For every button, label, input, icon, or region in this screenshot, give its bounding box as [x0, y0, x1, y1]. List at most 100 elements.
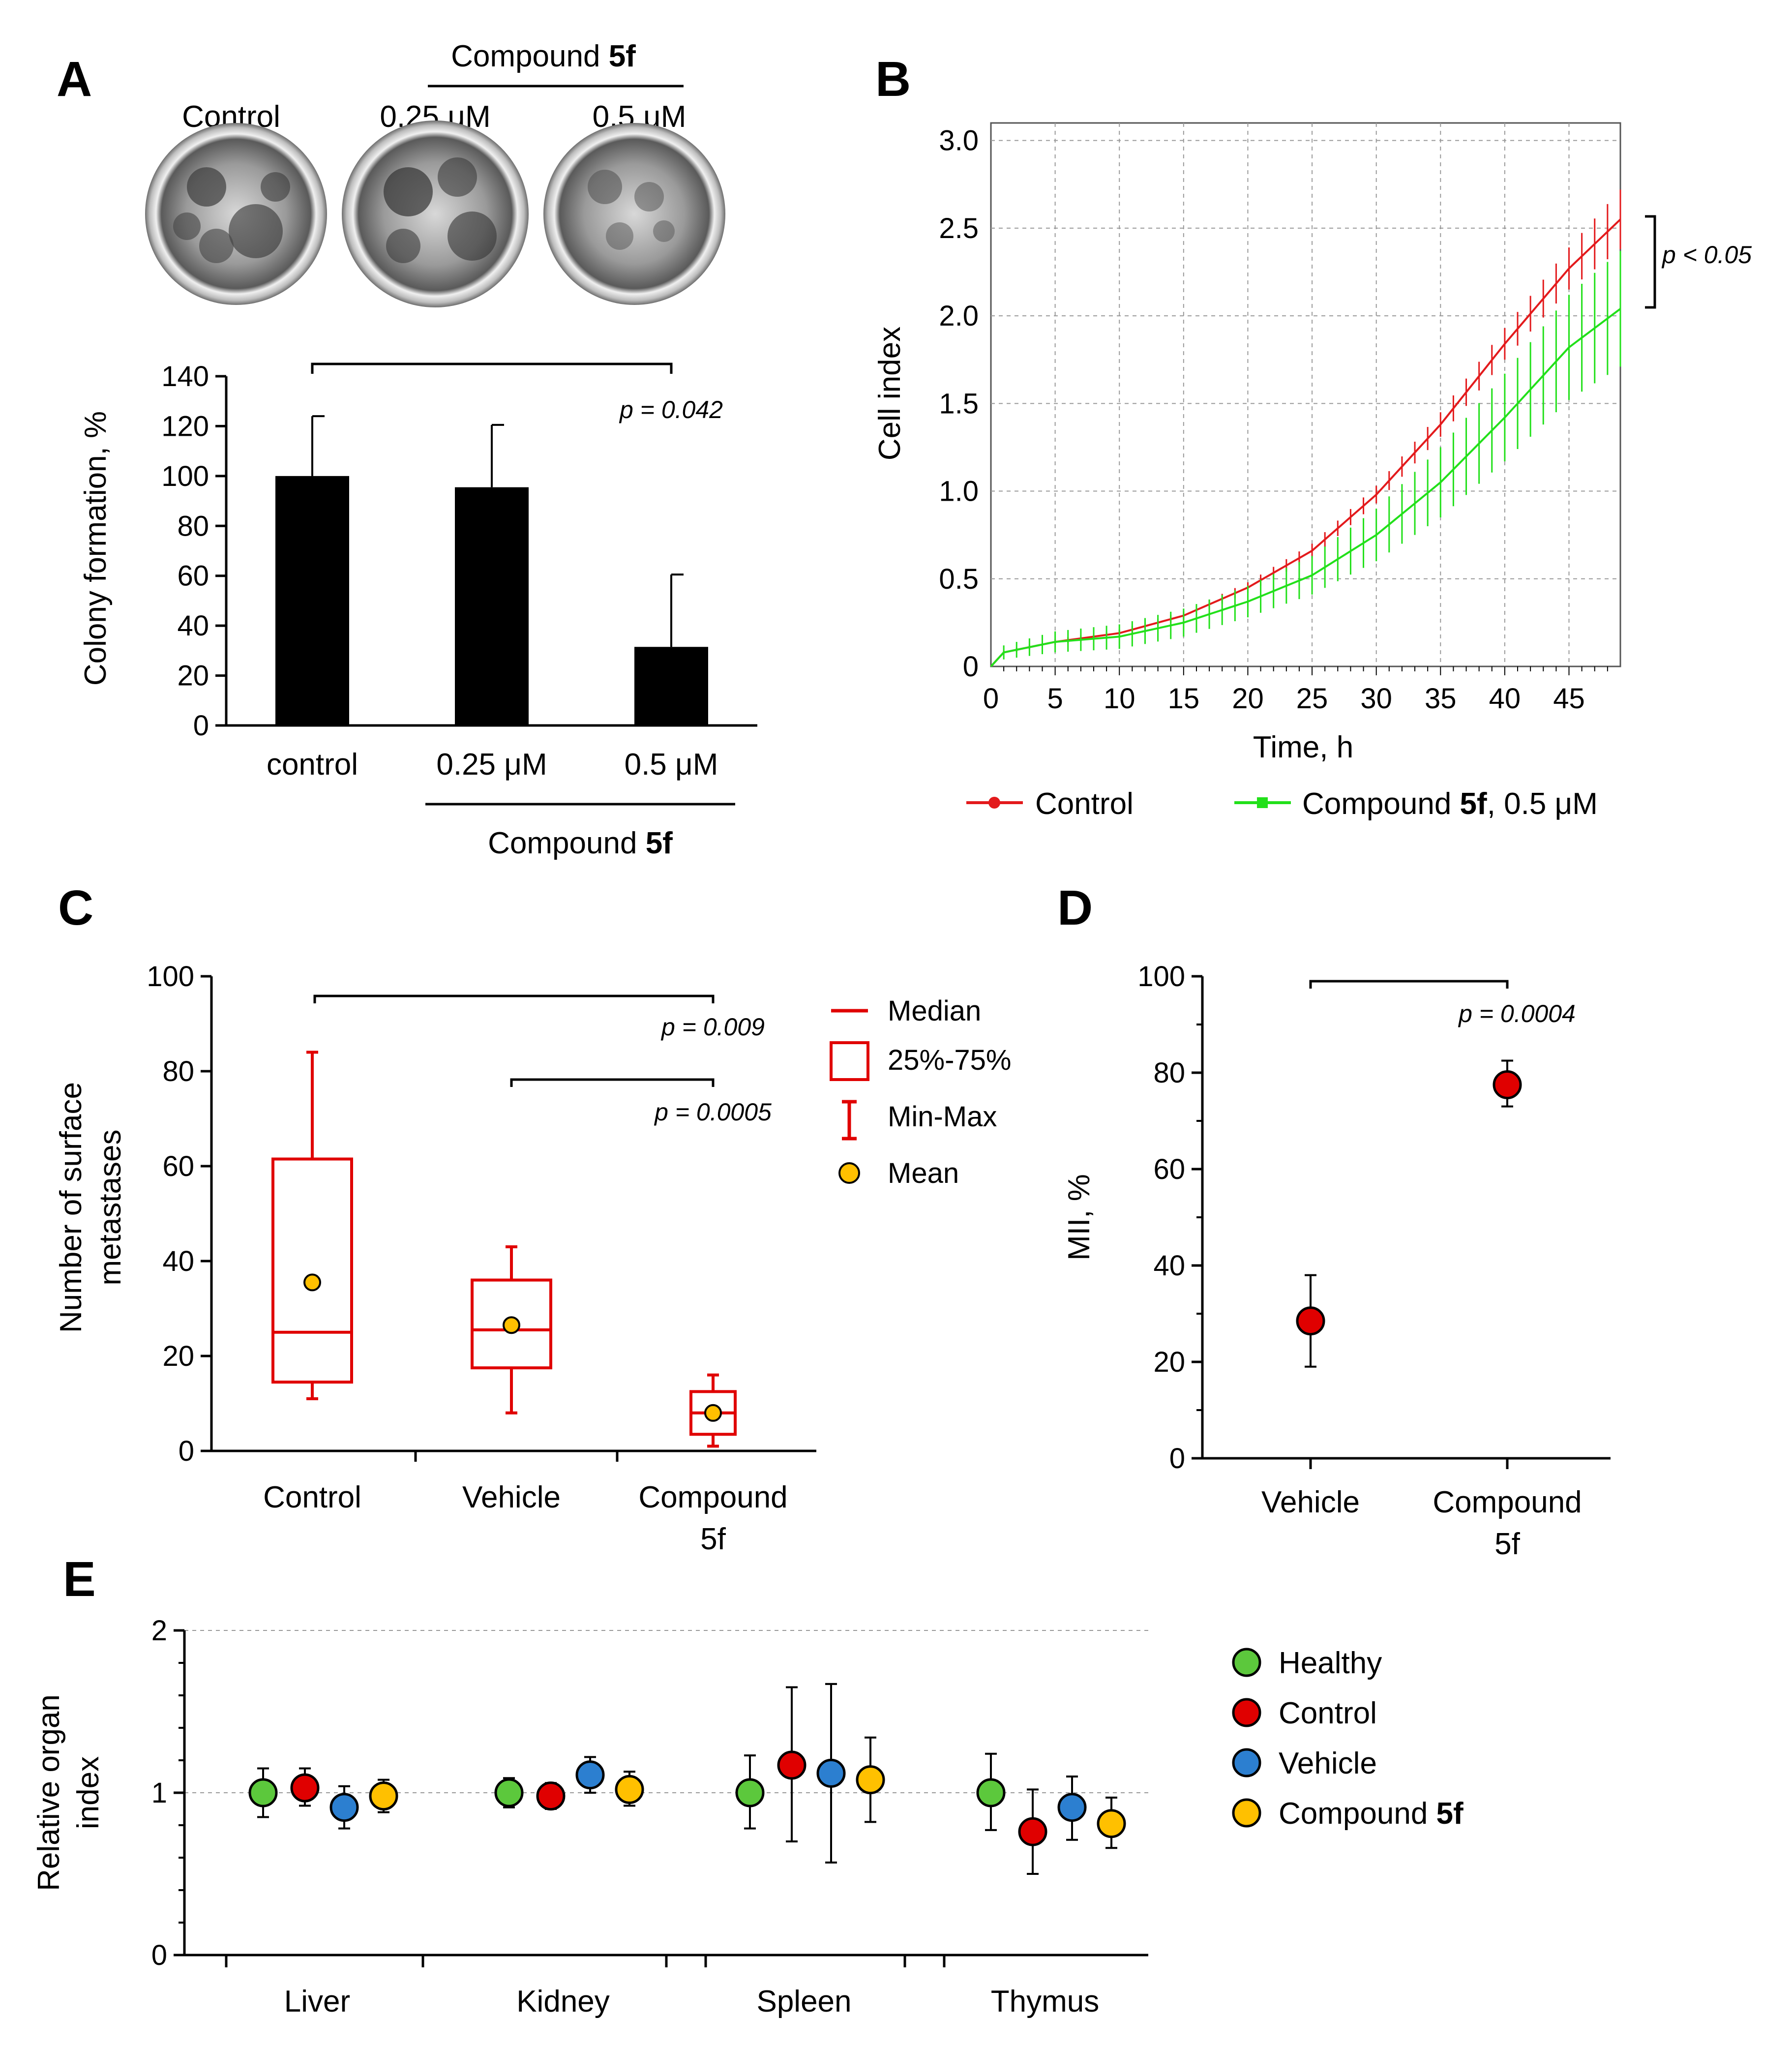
point-e — [494, 1778, 524, 1807]
legend-marker-control — [988, 797, 1000, 809]
ylabel-d: MII, % — [1062, 1174, 1096, 1261]
xtick-label-b: 40 — [1489, 683, 1521, 715]
legend-label-control: Control — [1035, 787, 1134, 821]
series-line-control — [990, 218, 1621, 667]
xtick-label-c: Compound — [638, 1480, 787, 1514]
ytick-label-d: 80 — [1153, 1057, 1185, 1089]
pvalue-a: p = 0.042 — [619, 396, 723, 423]
significance-bracket-d — [1309, 980, 1509, 989]
ytick-label-d: 0 — [1169, 1443, 1185, 1475]
dish-group-label: Compound 5f — [451, 39, 636, 73]
xtick-label-e: Spleen — [756, 1985, 851, 2018]
legend-box-label: 25%-75% — [888, 1044, 1011, 1076]
ytick-label-a: 80 — [177, 510, 209, 542]
legend-c: Median 25%-75% Min-Max Mean — [830, 995, 1011, 1189]
ytick-label-b: 0.5 — [939, 563, 979, 595]
legend-marker-e — [1232, 1798, 1261, 1828]
cell-index-line-chart: 0 5 10 15 20 25 30 35 40 45 0 0.5 1.0 1.5 2.0 2.5 3.0 Ce… — [873, 122, 1752, 821]
xtick-label-c-line2: 5f — [700, 1522, 726, 1556]
point-e — [735, 1778, 765, 1807]
ylabel-e-line1: Relative organ — [32, 1694, 66, 1891]
mii-scatter-chart: MII, % 0 20 40 60 80 100 Vehicle Compound 5f p … — [1062, 961, 1611, 1561]
legend-label-e: Compound 5f — [1279, 1797, 1463, 1831]
legend-box-mark — [830, 1041, 869, 1081]
ytick-label-c: 0 — [179, 1435, 194, 1467]
legend-label-e: Control — [1279, 1696, 1377, 1730]
dish-photos: Compound 5f Control 0.25 μM 0.5 μM — [145, 39, 725, 307]
mean-marker — [704, 1404, 722, 1422]
ytick-label-a: 20 — [177, 660, 209, 692]
legend-e: Healthy Control Vehicle Compound 5f — [1232, 1646, 1463, 1831]
metastases-box-plot: Number of surface metastases 0 20 40 60 80 10… — [54, 961, 1011, 1556]
xtick-label-d: Compound — [1433, 1485, 1582, 1519]
organ-index-chart: Relative organ index 0 1 2 Liver Kidney Sple… — [32, 1615, 1463, 2018]
dish-dose1 — [342, 120, 529, 307]
xtick-label-c: Vehicle — [462, 1480, 561, 1514]
ylabel-e-line2: index — [71, 1756, 105, 1829]
legend-label-e: Vehicle — [1279, 1747, 1377, 1780]
pvalue-d: p = 0.0004 — [1458, 1000, 1576, 1027]
ytick-label-a: 120 — [161, 410, 209, 442]
significance-bracket-c1 — [313, 994, 715, 1003]
ytick-label-c: 100 — [147, 961, 194, 993]
legend-marker-e — [1232, 1748, 1261, 1777]
panel-label-a: A — [57, 52, 92, 107]
legend-minmax-mark — [842, 1100, 857, 1141]
xtick-label-d: Vehicle — [1261, 1485, 1360, 1519]
xtick-label-b: 5 — [1047, 683, 1063, 715]
mean-point-d — [1493, 1070, 1522, 1099]
dish-dose2 — [543, 123, 725, 305]
point-e — [976, 1778, 1006, 1807]
ytick-label-e: 2 — [151, 1615, 167, 1647]
bar — [275, 476, 349, 725]
colony-bar-chart: Colony formation, % 0 20 40 60 80 100 120 140 c… — [79, 361, 757, 860]
legend-mean-label: Mean — [888, 1157, 959, 1189]
point-e — [369, 1781, 398, 1811]
ytick-label-b: 1.0 — [939, 476, 979, 508]
point-e — [856, 1765, 885, 1795]
legend-marker-compound — [1257, 797, 1268, 808]
xtick-label-a: control — [267, 748, 358, 782]
ytick-label-e: 0 — [151, 1939, 167, 1971]
point-e — [777, 1750, 806, 1780]
ytick-label-b: 0 — [963, 651, 979, 683]
panel-label-b: B — [875, 52, 911, 107]
ytick-label-a: 60 — [177, 560, 209, 592]
point-e — [329, 1793, 359, 1822]
legend-median-label: Median — [888, 995, 981, 1027]
xtick-label-e: Kidney — [516, 1985, 610, 2018]
ylabel-b: Cell index — [873, 327, 907, 460]
ytick-label-b: 2.0 — [939, 300, 979, 332]
xtick-label-a: 0.25 μM — [436, 748, 547, 782]
panel-label-d: D — [1057, 880, 1093, 935]
point-e — [1097, 1809, 1126, 1838]
xtick-label-b: 30 — [1360, 683, 1392, 715]
ytick-label-e: 1 — [151, 1777, 167, 1809]
ytick-label-b: 3.0 — [939, 125, 979, 157]
point-e — [816, 1758, 846, 1788]
ytick-label-d: 100 — [1137, 961, 1185, 993]
pvalue-c1: p = 0.009 — [660, 1013, 765, 1041]
xtick-label-b: 0 — [983, 683, 999, 715]
ytick-label-d: 20 — [1153, 1346, 1185, 1378]
xtick-label-d-line2: 5f — [1494, 1527, 1520, 1561]
xtick-label-b: 25 — [1296, 683, 1328, 715]
significance-bracket-a — [311, 362, 673, 374]
bar — [634, 647, 708, 725]
dish-control — [145, 123, 327, 305]
xtick-label-e: Liver — [284, 1985, 350, 2018]
point-e — [575, 1760, 605, 1790]
mean-marker — [303, 1273, 321, 1292]
ytick-label-c: 80 — [162, 1055, 194, 1087]
legend-label-e: Healthy — [1279, 1646, 1382, 1680]
iqr-box — [271, 1157, 353, 1384]
ylabel-c-line2: metastases — [93, 1129, 127, 1285]
ytick-label-c: 20 — [162, 1340, 194, 1372]
significance-bracket-b — [1645, 215, 1656, 309]
ytick-label-b: 1.5 — [939, 388, 979, 420]
panel-label-e: E — [63, 1552, 96, 1607]
mean-marker — [503, 1316, 520, 1334]
xtick-label-b: 35 — [1425, 683, 1457, 715]
legend-b: Control Compound 5f, 0.5 μM — [966, 787, 1598, 821]
